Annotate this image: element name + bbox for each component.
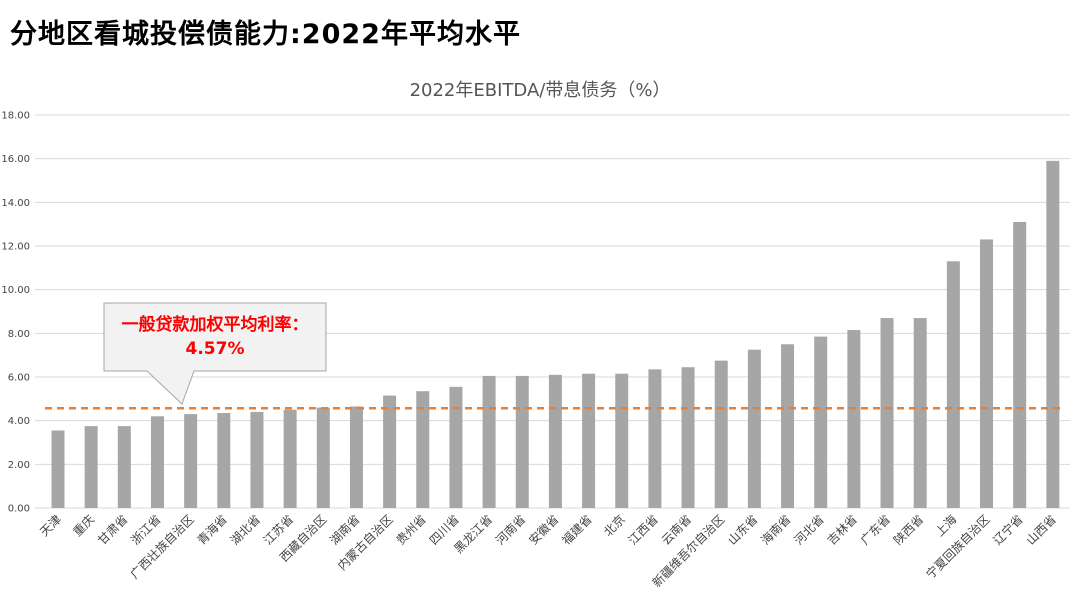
y-tick-label: 6.00	[8, 373, 30, 384]
bar	[184, 414, 198, 508]
bar	[880, 318, 894, 508]
bar	[416, 391, 430, 508]
bar	[449, 386, 463, 508]
bar	[913, 318, 927, 508]
x-category-label: 山西省	[1024, 512, 1059, 547]
y-tick-label: 8.00	[8, 329, 30, 340]
bar	[980, 239, 994, 508]
bar	[349, 406, 363, 508]
bar	[615, 373, 629, 508]
x-category-label: 北京	[601, 512, 628, 539]
bar	[814, 336, 828, 508]
y-tick-label: 16.00	[1, 154, 30, 165]
x-category-label: 河南省	[492, 512, 528, 548]
bar	[316, 407, 330, 508]
bar	[283, 409, 297, 508]
chart-title: 2022年EBITDA/带息债务（%）	[409, 80, 671, 101]
callout-shape	[103, 302, 327, 405]
x-category-label: 贵州省	[394, 512, 429, 547]
bar	[515, 375, 529, 508]
bar	[946, 261, 960, 508]
x-category-label: 陕西省	[890, 512, 926, 548]
bar	[548, 374, 562, 508]
callout-line-1: 一般贷款加权平均利率：	[121, 315, 309, 335]
bar	[250, 411, 264, 508]
bar	[482, 375, 496, 508]
bar	[847, 330, 861, 508]
x-category-label: 天津	[37, 512, 64, 539]
bar	[681, 367, 695, 508]
bar	[582, 373, 596, 508]
x-category-label: 海南省	[758, 512, 794, 548]
x-category-label: 辽宁省	[990, 512, 1026, 548]
bar	[217, 413, 231, 508]
y-tick-label: 4.00	[8, 416, 30, 427]
x-category-label: 甘肃省	[95, 512, 130, 547]
page-title: 分地区看城投偿债能力:2022年平均水平	[10, 19, 521, 50]
x-category-label: 吉林省	[825, 512, 860, 547]
y-tick-label: 2.00	[8, 460, 30, 471]
callout-box	[103, 302, 327, 405]
callout-label: 一般贷款加权平均利率： 4.57%	[104, 313, 326, 361]
y-tick-label: 14.00	[1, 198, 30, 209]
x-category-label: 上海	[932, 512, 960, 540]
y-tick-label: 0.00	[8, 504, 30, 515]
x-category-label: 安徽省	[525, 512, 561, 548]
x-axis-labels: 天津 重庆甘肃省浙江省广西壮族自治区青海省湖北省江苏省西藏自治区湖南省内蒙古自治区…	[37, 512, 1059, 590]
x-category-label: 广东省	[858, 512, 893, 547]
x-category-label: 河北省	[791, 512, 826, 547]
bar	[714, 360, 728, 508]
y-tick-label: 10.00	[1, 285, 30, 296]
bar	[150, 416, 164, 508]
x-category-label: 江西省	[626, 512, 661, 547]
bar	[383, 395, 397, 508]
bar	[117, 426, 131, 508]
y-tick-label: 18.00	[1, 111, 30, 122]
x-category-label: 山东省	[725, 512, 760, 547]
bar	[781, 344, 795, 508]
callout-line-2: 4.57%	[185, 339, 245, 359]
bar	[84, 426, 98, 508]
x-category-label: 青海省	[194, 512, 230, 548]
bar	[51, 430, 65, 508]
y-tick-label: 12.00	[1, 242, 30, 253]
x-category-label: 福建省	[559, 512, 595, 548]
bar	[1046, 160, 1060, 508]
bar	[648, 369, 662, 508]
x-category-label: 湖北省	[227, 512, 263, 548]
bar	[1013, 221, 1027, 508]
y-axis-labels: 0.00 2.00 4.00 6.00 8.00 10.00 12.00 14.00 16.00…	[1, 111, 30, 515]
x-category-label: 重庆	[70, 512, 97, 539]
bar	[747, 349, 761, 508]
